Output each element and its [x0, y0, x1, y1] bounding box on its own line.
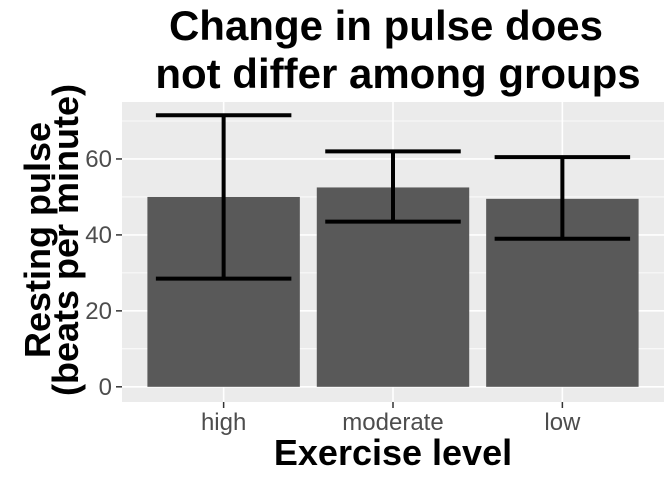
y-tick-label: 20 [85, 298, 112, 325]
chart-title: Change in pulse does not differ among gr… [155, 2, 640, 97]
x-tick-label: low [544, 409, 581, 436]
error-bar-high [155, 113, 292, 281]
y-tick-label: 40 [85, 222, 112, 249]
error-bar-low [494, 155, 631, 241]
y-tick-label: 60 [85, 146, 112, 173]
chart-title-line-2: not differ among groups [155, 50, 640, 97]
y-axis-title-line-1: Resting pulse [17, 122, 58, 358]
x-axis: high moderate low [201, 402, 581, 436]
y-axis-title-line-2: (beats per minute) [45, 84, 86, 396]
error-bar-moderate [325, 149, 461, 224]
y-axis: 0 20 40 60 [85, 146, 122, 401]
y-tick-label: 0 [99, 374, 112, 401]
chart-title-line-1: Change in pulse does [169, 2, 603, 49]
x-axis-title: Exercise level [274, 432, 512, 473]
x-tick-label: high [201, 409, 246, 436]
y-axis-title: Resting pulse (beats per minute) [17, 84, 86, 396]
error-bars [155, 113, 631, 281]
x-tick-label: moderate [342, 409, 443, 436]
